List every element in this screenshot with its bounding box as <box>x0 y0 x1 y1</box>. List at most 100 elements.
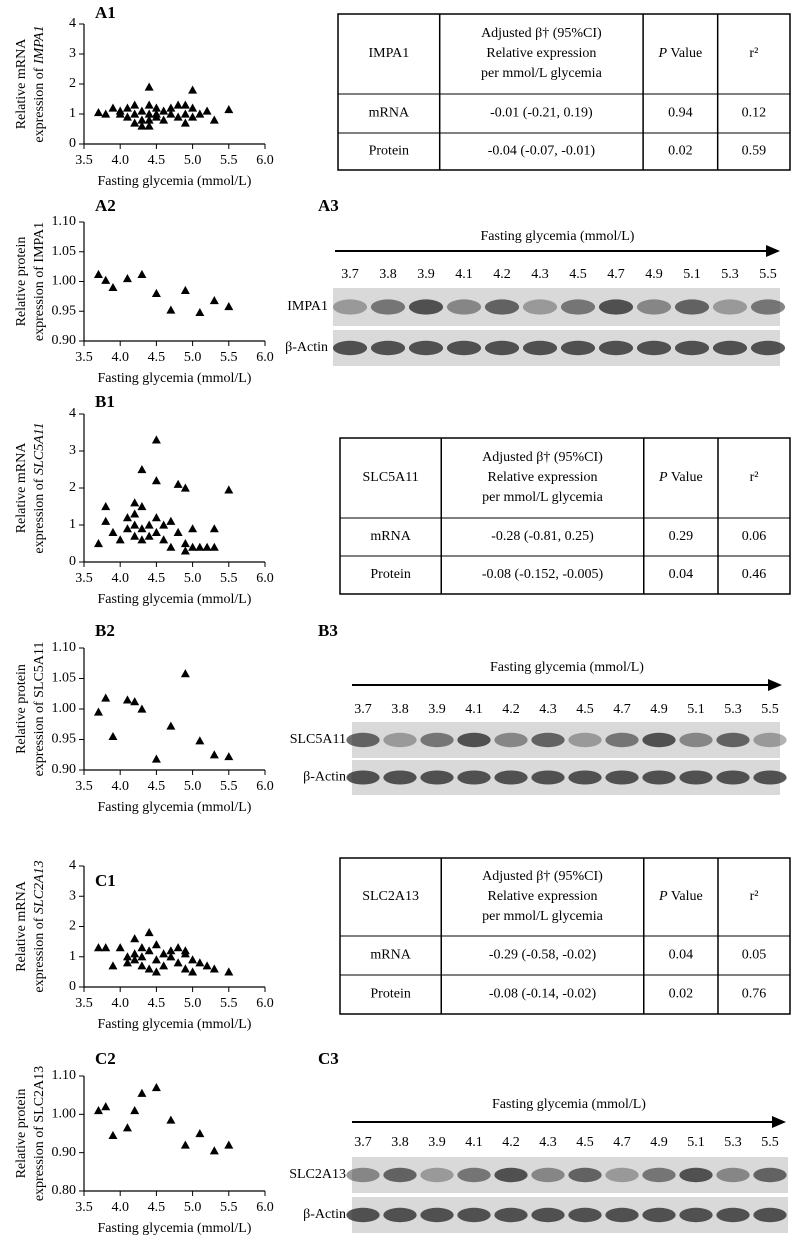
blot-band <box>679 1167 713 1183</box>
arrow-head <box>766 245 780 257</box>
table-cell: -0.28 (-0.81, 0.25) <box>491 529 594 544</box>
point <box>137 961 147 970</box>
x-tick-label: 5.5 <box>220 571 238 586</box>
y-tick-label: 1 <box>69 517 76 532</box>
blot-band <box>605 732 639 748</box>
blot-band <box>598 340 634 356</box>
table-cell: -0.29 (-0.58, -0.02) <box>489 948 597 963</box>
point <box>166 305 176 314</box>
point <box>115 943 125 952</box>
blot-band <box>679 732 713 748</box>
blot-band <box>420 1167 454 1183</box>
point <box>166 1115 176 1124</box>
x-axis-label: Fasting glycemia (mmol/L) <box>98 1017 252 1032</box>
panel-label: B1 <box>95 392 115 411</box>
blot-band <box>332 299 368 315</box>
blot-band <box>605 1167 639 1183</box>
blot-title: Fasting glycemia (mmol/L) <box>490 660 644 675</box>
point <box>224 752 234 761</box>
table-cell: -0.04 (-0.07, -0.01) <box>488 144 596 159</box>
point <box>151 754 161 763</box>
lane-label: 4.7 <box>607 267 625 282</box>
y-axis-label: Relative mRNA <box>14 38 29 129</box>
point <box>166 721 176 730</box>
blot-band <box>753 1167 787 1183</box>
blot-band <box>383 732 417 748</box>
point <box>93 707 103 716</box>
x-tick-label: 6.0 <box>256 996 274 1011</box>
x-tick-label: 6.0 <box>256 571 274 586</box>
lane-label: 3.7 <box>341 267 359 282</box>
blot-band <box>383 1207 417 1223</box>
table-header-p: P <box>658 46 668 61</box>
point <box>151 288 161 297</box>
x-tick-label: 3.5 <box>75 779 93 794</box>
point <box>195 736 205 745</box>
blot-band <box>679 770 713 785</box>
lane-label: 3.8 <box>391 702 409 717</box>
point <box>209 542 219 551</box>
y-axis-label: expression of SLC5A11 <box>32 422 47 553</box>
point <box>93 108 103 117</box>
x-tick-label: 4.0 <box>111 779 129 794</box>
y-tick-label: 0 <box>69 554 76 569</box>
blot-band <box>753 732 787 748</box>
blot-band <box>494 770 528 785</box>
point <box>151 103 161 112</box>
point <box>180 118 190 127</box>
table-header-value: Value <box>670 46 702 61</box>
x-tick-label: 4.5 <box>148 350 166 365</box>
point <box>101 943 111 952</box>
y-axis-label-gene: SLC2A13 <box>32 860 47 914</box>
x-tick-label: 5.5 <box>220 350 238 365</box>
point <box>188 103 198 112</box>
point <box>144 82 154 91</box>
x-tick-label: 5.5 <box>220 779 238 794</box>
blot-band <box>568 1207 602 1223</box>
table-header-p: P <box>658 889 668 904</box>
point <box>188 85 198 94</box>
point <box>159 961 169 970</box>
point <box>180 546 190 555</box>
point <box>122 274 132 283</box>
point <box>209 964 219 973</box>
y-tick-label: 2 <box>69 76 76 91</box>
lane-label: 4.1 <box>465 1135 483 1150</box>
point <box>151 1083 161 1092</box>
y-tick-label: 4 <box>69 858 76 873</box>
y-axis-label: Relative protein <box>14 1089 29 1179</box>
x-tick-label: 5.0 <box>184 996 202 1011</box>
arrow-head <box>768 679 782 691</box>
table-header: per mmol/L glycemia <box>481 66 603 81</box>
x-tick-label: 3.5 <box>75 571 93 586</box>
blot-band <box>457 770 491 785</box>
point <box>180 669 190 678</box>
y-tick-label: 1.10 <box>52 640 77 655</box>
table-cell: 0.06 <box>742 529 767 544</box>
point <box>93 269 103 278</box>
table-header: IMPA1 <box>368 46 409 61</box>
point <box>166 516 176 525</box>
blot-title: Fasting glycemia (mmol/L) <box>481 229 635 244</box>
y-axis-label-part: expression of <box>32 266 47 341</box>
lane-label: 3.8 <box>391 1135 409 1150</box>
blot-band <box>494 732 528 748</box>
point <box>166 946 176 955</box>
table-header: P Value <box>658 46 703 61</box>
table-cell: Protein <box>369 144 409 159</box>
blot-band <box>636 299 672 315</box>
blot-band <box>457 1207 491 1223</box>
point <box>151 967 161 976</box>
point <box>195 958 205 967</box>
point <box>130 498 140 507</box>
panel-label: B2 <box>95 621 115 640</box>
point <box>151 435 161 444</box>
table-cell: mRNA <box>369 106 410 121</box>
y-tick-label: 0 <box>69 136 76 151</box>
blot-band <box>712 340 748 356</box>
x-axis-label: Fasting glycemia (mmol/L) <box>98 174 252 189</box>
point <box>137 106 147 115</box>
point <box>130 531 140 540</box>
point <box>180 946 190 955</box>
blot-band <box>420 1207 454 1223</box>
